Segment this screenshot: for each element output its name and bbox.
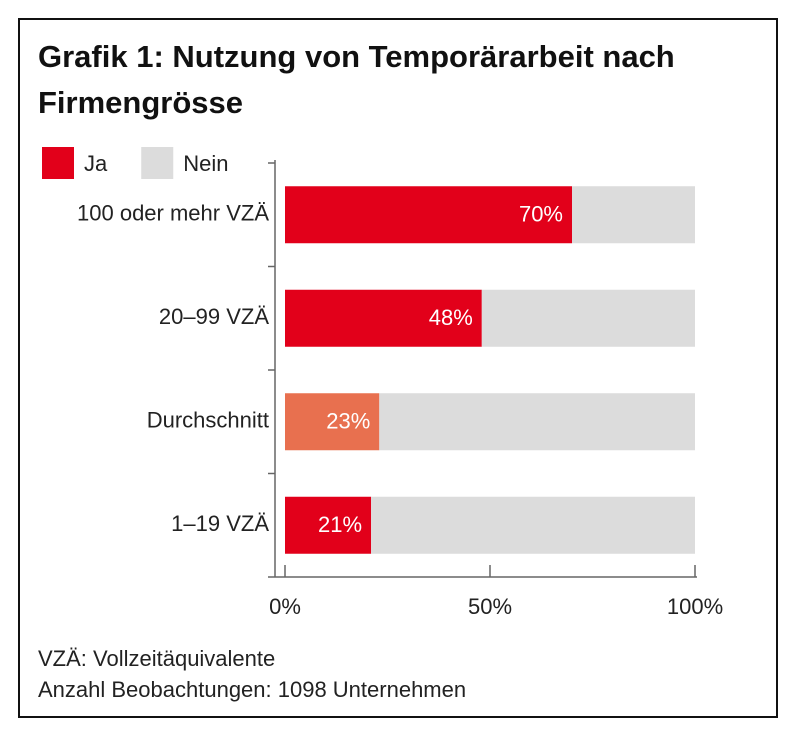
value-label: 21% — [318, 512, 362, 537]
legend-label: Nein — [183, 151, 228, 176]
bar-segment — [285, 393, 380, 451]
x-tick-label: 0% — [269, 594, 301, 619]
value-label: 23% — [326, 409, 370, 434]
legend-label: Ja — [84, 151, 108, 176]
bar-segment — [379, 393, 695, 451]
bar-segment — [481, 289, 695, 347]
bar-segment — [572, 186, 695, 244]
x-tick-label: 100% — [667, 594, 723, 619]
y-tick-label: 100 oder mehr VZÄ — [77, 201, 269, 226]
frame — [18, 18, 778, 718]
legend-swatch — [141, 147, 174, 179]
y-tick-label: 20–99 VZÄ — [159, 304, 269, 329]
value-label: 48% — [429, 305, 473, 330]
bar-segment — [285, 496, 372, 554]
y-tick-label: 1–19 VZÄ — [171, 511, 269, 536]
bar-segment — [285, 289, 482, 347]
bar-segment — [371, 496, 695, 554]
legend-swatch — [42, 147, 74, 179]
x-tick-label: 50% — [468, 594, 512, 619]
note: VZÄ: Vollzeitäquivalente — [38, 646, 275, 671]
value-label: 70% — [519, 202, 563, 227]
chart-title: Grafik 1: Nutzung von Temporärarbeit nac… — [38, 39, 675, 120]
y-tick-label: Durchschnitt — [147, 408, 269, 433]
note: Anzahl Beobachtungen: 1098 Unternehmen — [38, 677, 466, 702]
bar-segment — [285, 186, 572, 244]
